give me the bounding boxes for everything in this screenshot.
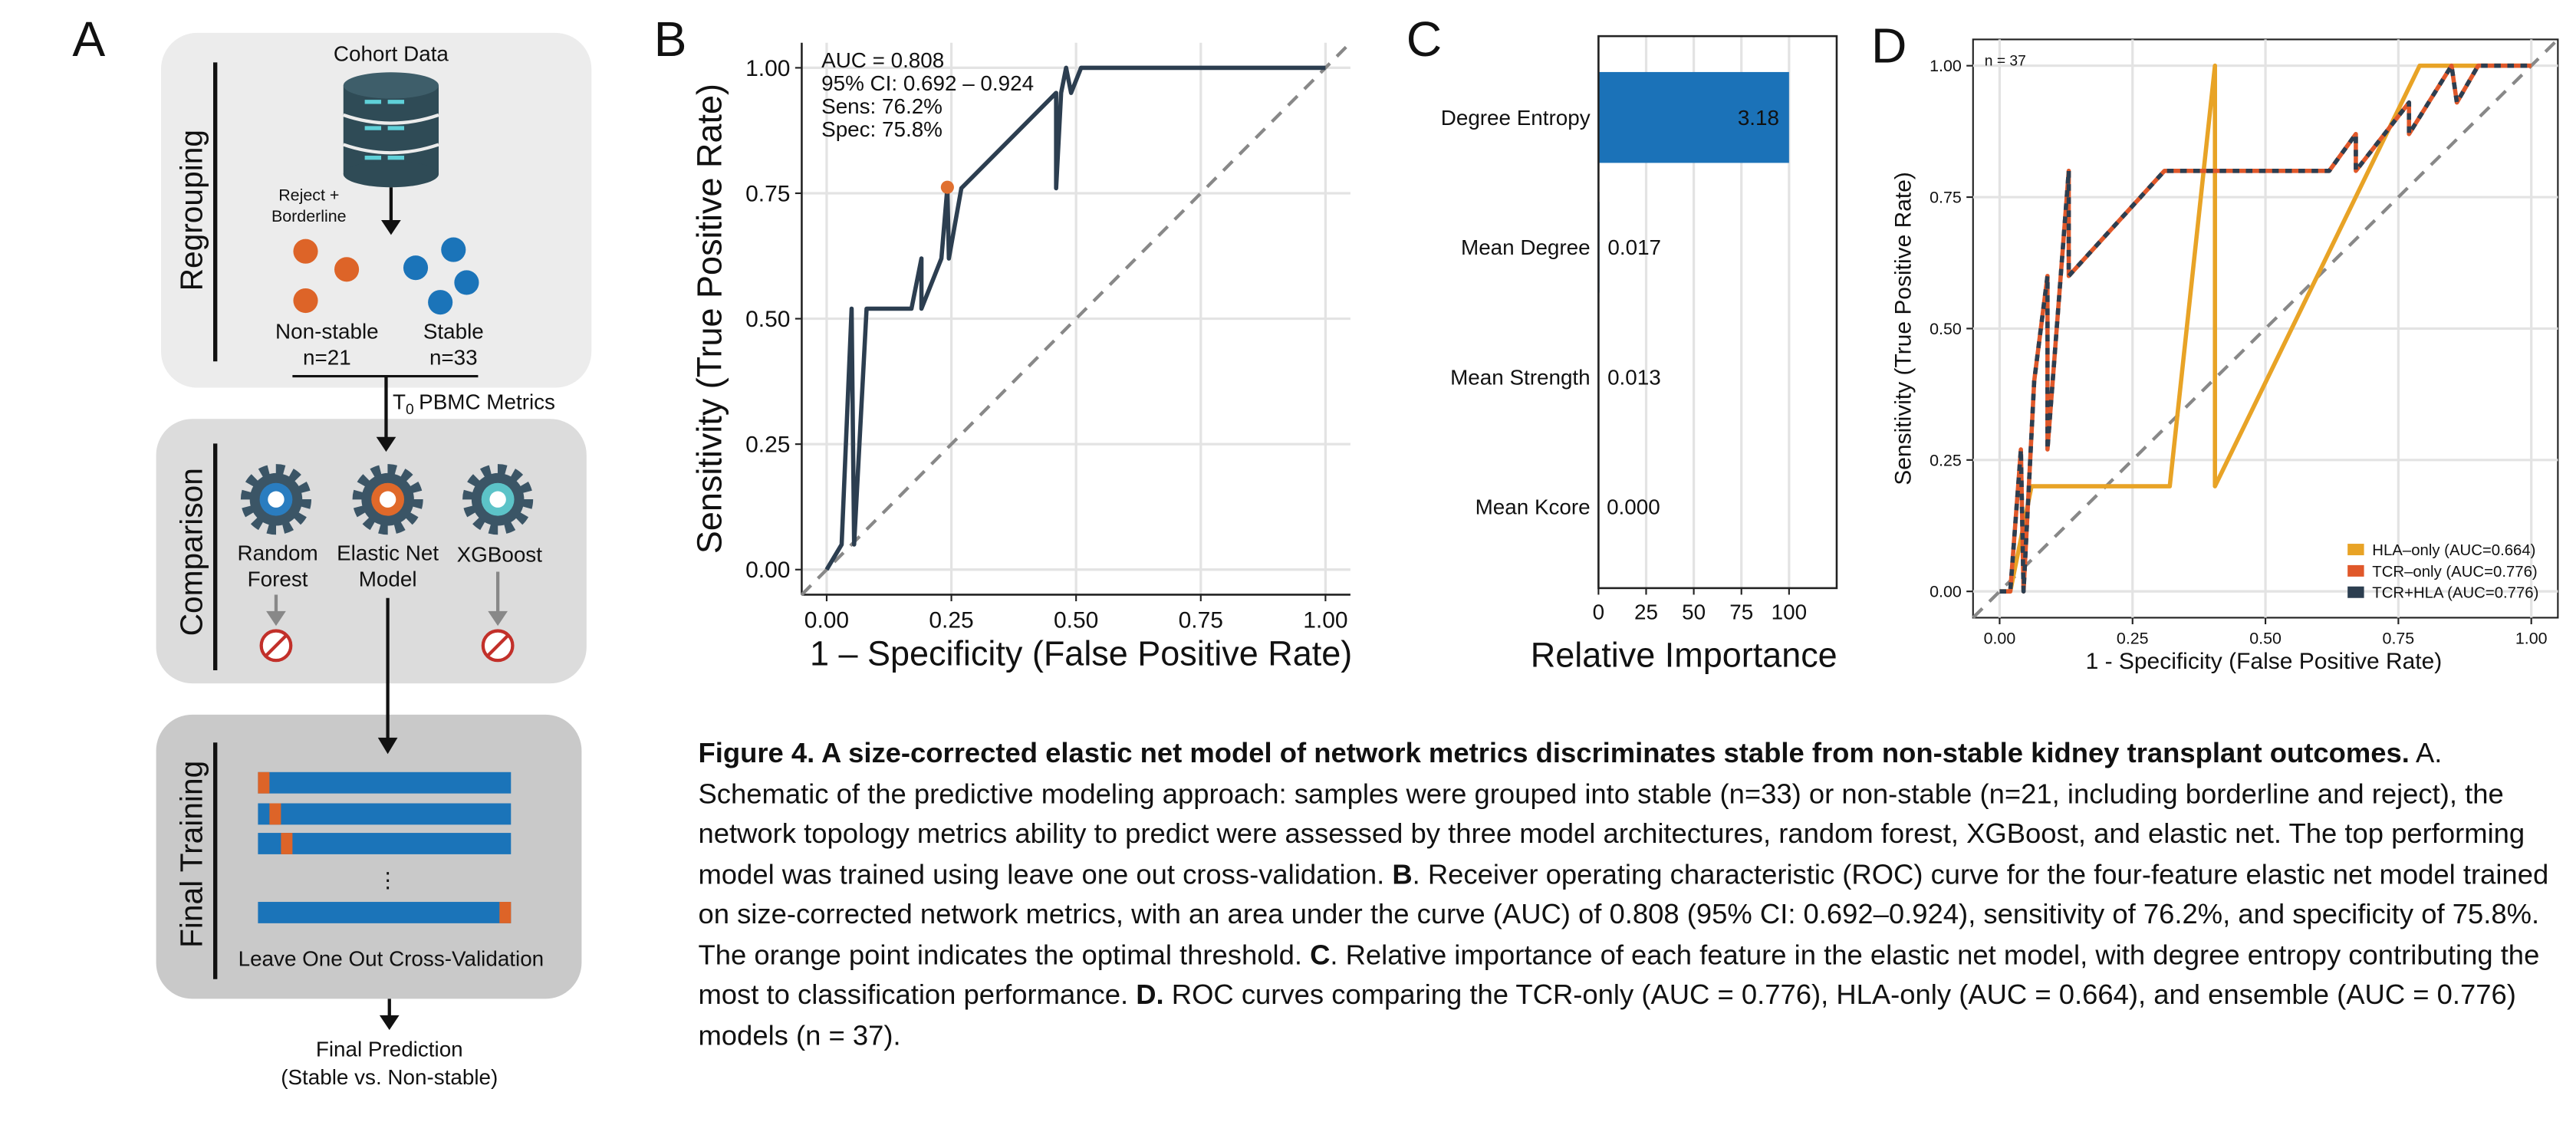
x-tick-label: 75 (1729, 600, 1753, 624)
annotation: AUC = 0.808 (821, 48, 944, 72)
y-tick-label: Degree Entropy (1441, 106, 1591, 130)
legend-label: HLA–only (AUC=0.664) (2372, 542, 2535, 559)
y-tick-label: 0.25 (745, 433, 790, 458)
y-tick-label: 1.00 (745, 56, 790, 81)
stage-label: Comparison (174, 468, 209, 636)
gear-icon (246, 470, 305, 529)
node-label: Model (359, 568, 417, 591)
node-label: T0 PBMC Metrics (393, 390, 555, 417)
y-tick-label: Mean Kcore (1476, 495, 1591, 518)
node-label: Final Prediction (316, 1037, 463, 1061)
panel-letter: C (1406, 12, 1442, 67)
y-tick-label: 0.50 (1930, 320, 1962, 338)
caption-bold: Figure 4. A size-corrected elastic net m… (698, 738, 2409, 769)
database-icon (344, 72, 439, 187)
x-tick-label: 0.50 (1054, 607, 1098, 633)
node-label: Cohort Data (334, 41, 449, 65)
diagram: Regrouping Comparison Final Training Coh… (156, 33, 592, 1089)
node-label: Leave One Out Cross-Validation (239, 947, 544, 971)
coefficient-label: 0.017 (1607, 235, 1661, 259)
annotation: Spec: 75.8% (821, 117, 943, 141)
node-label: Random (237, 541, 317, 564)
y-tick-label: 0.25 (1930, 451, 1962, 469)
x-tick-label: 0.25 (929, 607, 973, 633)
node-label: Stable (423, 319, 484, 343)
y-tick-label: Mean Degree (1461, 235, 1591, 259)
label-part: T (393, 390, 406, 413)
rejected-icon (262, 631, 291, 661)
x-tick-label: 0.50 (2249, 630, 2282, 648)
y-axis-title: Sensitivity (True Positive Rate) (1890, 172, 1916, 485)
x-tick-label: 25 (1634, 600, 1658, 624)
caption: Figure 4. A size-corrected elastic net m… (698, 735, 2555, 1057)
arrow-head (380, 1015, 400, 1030)
node-label: n=21 (303, 346, 351, 370)
label-part: PBMC Metrics (419, 390, 555, 413)
y-tick-label: 0.75 (745, 181, 790, 206)
node-label: Borderline (271, 207, 347, 225)
x-tick-label: 100 (1772, 600, 1807, 624)
legend-swatch (2347, 544, 2364, 555)
annotation: 95% CI: 0.692 – 0.924 (821, 71, 1034, 95)
node-label: Reject + (278, 186, 339, 204)
legend-label: TCR–only (AUC=0.776) (2372, 564, 2537, 581)
x-tick-label: 0.00 (1984, 630, 2016, 648)
legend-swatch (2347, 587, 2364, 598)
x-tick-label: 50 (1682, 600, 1706, 624)
y-tick-label: 0.00 (745, 558, 790, 583)
coefficient-label: 0.013 (1607, 365, 1661, 389)
x-tick-label: 0.75 (2383, 630, 2415, 648)
caption-bold: B (1392, 858, 1412, 890)
stage-label: Regrouping (174, 130, 209, 291)
x-tick-label: 0.75 (1179, 607, 1223, 633)
charts: 0.00 0.25 0.50 0.75 1.00 0.00 0.25 0.50 0.75 1.00… (689, 36, 2558, 675)
x-axis-title: 1 - Specificity (False Positive Rate) (2086, 649, 2443, 674)
y-tick-label: 0.00 (1930, 583, 1962, 601)
gear-icon (358, 470, 417, 529)
y-axis-title: Sensitivity (True Positive Rate) (689, 84, 729, 554)
caption-bold: D. (1136, 979, 1163, 1011)
x-tick-label: 1.00 (1303, 607, 1347, 633)
legend-swatch (2347, 565, 2364, 577)
gear-icon (469, 470, 528, 529)
x-tick-label: 0 (1593, 600, 1604, 624)
panel-letter: B (654, 12, 687, 67)
ellipsis: ⋮ (377, 868, 399, 892)
coefficient-label: 3.18 (1738, 106, 1779, 130)
annotation: n = 37 (1985, 54, 2026, 70)
caption-box: Figure 4. A size-corrected elastic net m… (698, 735, 2555, 1135)
panel-letter: D (1871, 18, 1907, 73)
stage-label: Final Training (174, 761, 209, 948)
page: A B C D Regrouping Comparison Final Trai… (0, 0, 2576, 1135)
node-label: XGBoost (457, 543, 543, 567)
x-tick-label: 1.00 (2515, 630, 2548, 648)
label-part: 0 (406, 402, 414, 418)
rejected-icon (483, 631, 513, 661)
caption-bold: C (1310, 939, 1330, 970)
x-tick-label: 0.25 (2117, 630, 2149, 648)
node-label: (Stable vs. Non-stable) (281, 1065, 498, 1089)
optimal-point (941, 181, 954, 194)
node-label: Elastic Net (337, 541, 439, 564)
legend-label: TCR+HLA (AUC=0.776) (2372, 585, 2538, 602)
coefficient-label: 0.000 (1607, 495, 1660, 518)
x-axis-title: Relative Importance (1531, 636, 1837, 675)
x-tick-label: 0.00 (804, 607, 849, 633)
annotation: Sens: 76.2% (821, 94, 943, 118)
node-label: n=33 (429, 346, 478, 370)
y-tick-label: 1.00 (1930, 57, 1962, 75)
panel-letter: A (72, 12, 105, 67)
node-label: Non-stable (275, 319, 379, 343)
y-tick-label: 0.50 (745, 307, 790, 332)
node-label: Forest (248, 568, 308, 591)
y-tick-label: 0.75 (1930, 189, 1962, 207)
figure: A B C D Regrouping Comparison Final Trai… (0, 0, 2576, 1135)
x-axis-title: 1 – Specificity (False Positive Rate) (810, 634, 1352, 673)
y-tick-label: Mean Strength (1450, 365, 1591, 389)
